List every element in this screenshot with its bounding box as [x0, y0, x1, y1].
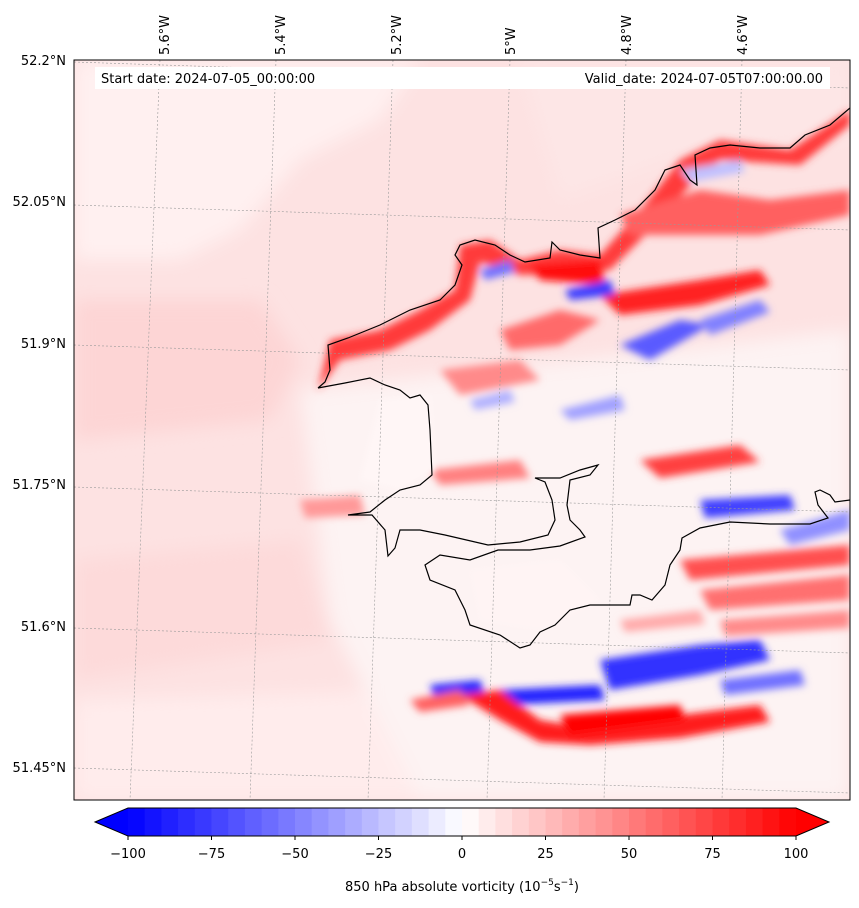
lon-label: 5°W: [504, 27, 519, 55]
colorbar-swatch: [512, 808, 530, 836]
colorbar-title: 850 hPa absolute vorticity (10−5s−1): [345, 878, 579, 895]
colorbar-swatch: [462, 808, 480, 836]
colorbar-swatches: [128, 808, 797, 836]
colorbar-swatch: [328, 808, 346, 836]
field-large-scale: [74, 60, 850, 800]
lat-label: 51.45°N: [13, 761, 66, 776]
colorbar-swatch: [261, 808, 279, 836]
colorbar-swatch: [378, 808, 396, 836]
start-date-label: Start date: 2024-07-05_00:00:00: [101, 72, 315, 87]
lon-label: 4.6°W: [736, 15, 751, 55]
colorbar-swatch: [528, 808, 547, 836]
valid-date-label: Valid_date: 2024-07-05T07:00:00.00: [585, 72, 823, 87]
colorbar-swatch: [244, 808, 263, 836]
coastline: [317, 107, 850, 649]
colorbar-swatch: [662, 808, 680, 836]
lon-label: 5.4°W: [274, 15, 289, 55]
cb-tick-label: −25: [365, 847, 392, 862]
lon-label: 5.6°W: [158, 15, 173, 55]
colorbar-swatch: [445, 808, 463, 836]
cb-title-main: 850 hPa absolute vorticity (10: [345, 880, 541, 895]
colorbar-swatch: [762, 808, 780, 836]
cb-tick-label: −50: [281, 847, 308, 862]
colorbar-swatch: [629, 808, 647, 836]
colorbar-swatch: [645, 808, 663, 836]
colorbar-swatch: [194, 808, 213, 836]
colorbar-swatch: [578, 808, 597, 836]
colorbar-swatch: [144, 808, 162, 836]
lon-label: 5.2°W: [390, 15, 405, 55]
colorbar-swatch: [411, 808, 430, 836]
gridlines: [74, 60, 850, 800]
map-frame: [73, 59, 851, 801]
lon-label: 4.8°W: [620, 15, 635, 55]
colorbar-swatch: [278, 808, 296, 836]
colorbar-swatch: [495, 808, 513, 836]
colorbar-swatch: [779, 808, 797, 836]
cb-tick-label: −75: [198, 847, 225, 862]
cb-title-exp2: −1: [561, 878, 574, 888]
cb-title-close: ): [574, 880, 579, 895]
colorbar-swatch: [311, 808, 329, 836]
colorbar-swatch: [695, 808, 714, 836]
cb-tick-label: 0: [458, 847, 466, 862]
colorbar-extend-min: [95, 808, 128, 836]
longitude-labels: 5.6°W 5.4°W 5.2°W 5°W 4.8°W 4.6°W: [158, 15, 751, 55]
lat-label: 51.6°N: [21, 620, 66, 635]
cb-title-exp1: −5: [541, 878, 554, 888]
vorticity-map: Start date: 2024-07-05_00:00:00 Valid_da…: [13, 15, 851, 801]
colorbar-swatch: [745, 808, 764, 836]
colorbar-swatch: [211, 808, 229, 836]
colorbar-swatch: [228, 808, 246, 836]
colorbar: −100 −75 −50 −25 0 25 50 75 100 850 hPa …: [93, 807, 831, 895]
colorbar-swatch: [428, 808, 446, 836]
latitude-labels: 52.2°N 52.05°N 51.9°N 51.75°N 51.6°N 51.…: [13, 54, 66, 776]
header-box: [95, 67, 830, 89]
colorbar-swatch: [295, 808, 313, 836]
colorbar-swatch: [595, 808, 613, 836]
colorbar-swatch: [545, 808, 563, 836]
colorbar-swatch: [712, 808, 730, 836]
lat-label: 51.9°N: [21, 337, 66, 352]
colorbar-extend-max: [796, 808, 829, 836]
colorbar-ticks: [127, 836, 797, 840]
colorbar-swatch: [128, 808, 146, 836]
colorbar-swatch: [729, 808, 747, 836]
field-streaks: [300, 110, 850, 745]
cb-tick-label: −100: [110, 847, 146, 862]
colorbar-swatch: [161, 808, 179, 836]
colorbar-swatch: [612, 808, 630, 836]
colorbar-swatch: [345, 808, 363, 836]
colorbar-swatch: [679, 808, 697, 836]
colorbar-swatch: [178, 808, 196, 836]
cb-title-mid: s: [554, 880, 561, 895]
colorbar-swatch: [562, 808, 580, 836]
cb-tick-label: 25: [537, 847, 554, 862]
cb-tick-label: 50: [621, 847, 638, 862]
colorbar-swatch: [361, 808, 380, 836]
lat-label: 52.05°N: [13, 195, 66, 210]
colorbar-swatch: [395, 808, 413, 836]
cb-tick-label: 100: [784, 847, 809, 862]
cb-tick-label: 75: [704, 847, 721, 862]
lat-label: 52.2°N: [21, 54, 66, 69]
lat-label: 51.75°N: [13, 478, 66, 493]
colorbar-tick-labels: −100 −75 −50 −25 0 25 50 75 100: [110, 847, 808, 862]
colorbar-swatch: [478, 808, 496, 836]
